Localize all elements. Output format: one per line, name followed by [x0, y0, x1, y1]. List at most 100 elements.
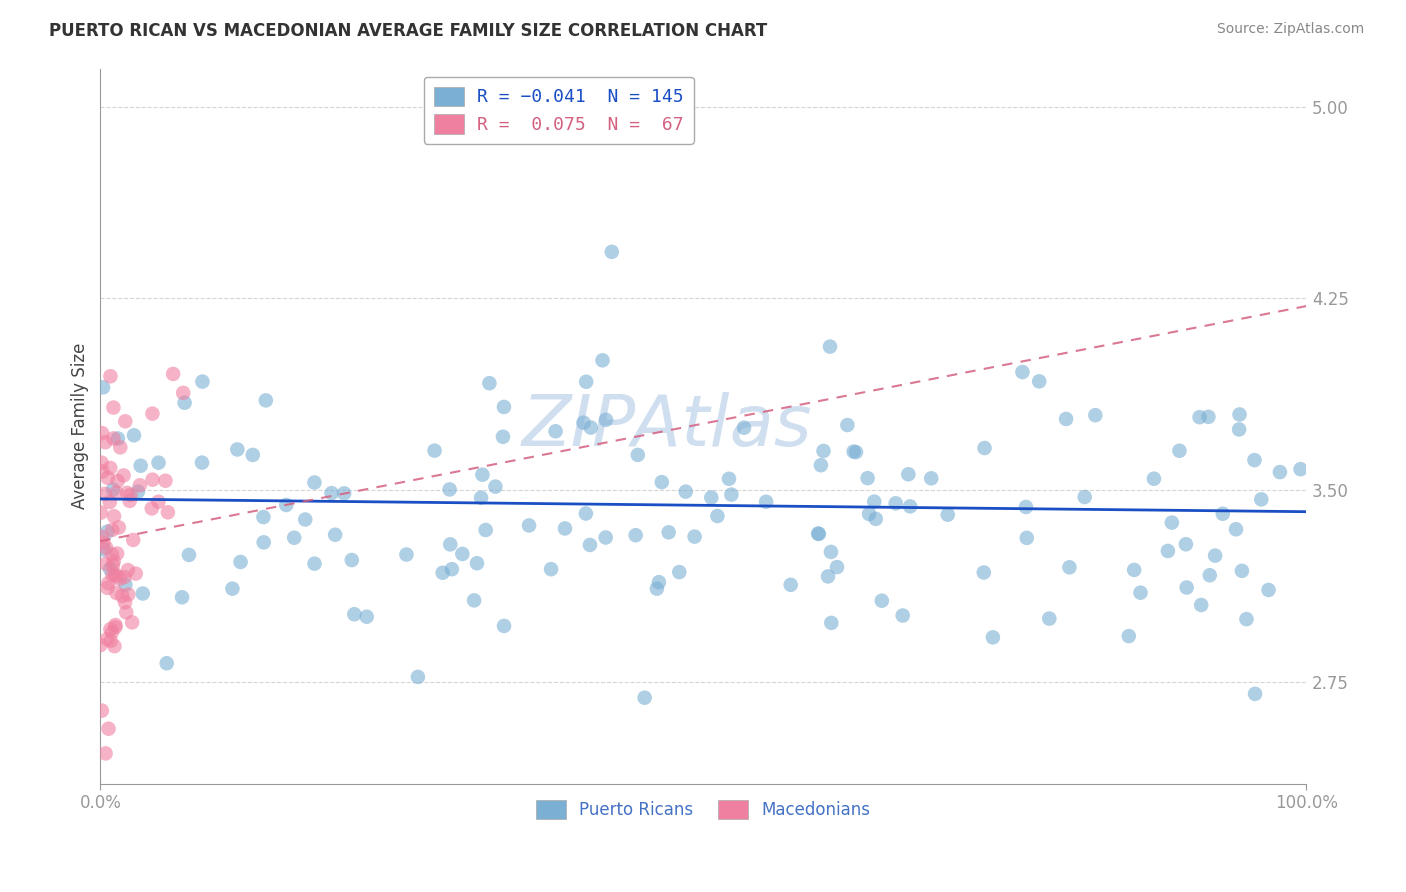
Point	[579, 538, 602, 552]
Point	[93, 487, 115, 501]
Point	[897, 467, 920, 482]
Point	[936, 508, 959, 522]
Point	[242, 448, 264, 462]
Text: ZIPAtlas: ZIPAtlas	[522, 392, 813, 460]
Point	[651, 475, 673, 490]
Point	[858, 507, 880, 521]
Point	[110, 440, 132, 454]
Point	[172, 385, 194, 400]
Point	[226, 442, 249, 457]
Point	[1227, 422, 1250, 436]
Point	[658, 525, 681, 540]
Point	[810, 458, 832, 473]
Point	[173, 395, 195, 409]
Point	[973, 441, 995, 455]
Point	[1174, 537, 1197, 551]
Point	[1123, 563, 1146, 577]
Point	[439, 483, 461, 497]
Point	[97, 722, 120, 736]
Point	[1129, 585, 1152, 599]
Point	[117, 587, 139, 601]
Point	[1268, 465, 1291, 479]
Point	[600, 244, 623, 259]
Point	[103, 639, 125, 653]
Point	[141, 473, 163, 487]
Point	[973, 566, 995, 580]
Point	[717, 472, 740, 486]
Point	[1038, 611, 1060, 625]
Point	[107, 432, 129, 446]
Point	[100, 634, 122, 648]
Point	[93, 542, 115, 557]
Point	[837, 417, 859, 432]
Point	[683, 530, 706, 544]
Point	[592, 353, 614, 368]
Point	[103, 554, 125, 568]
Point	[321, 486, 343, 500]
Point	[648, 575, 671, 590]
Point	[340, 553, 363, 567]
Point	[93, 536, 115, 550]
Point	[423, 443, 446, 458]
Legend: Puerto Ricans, Macedonians: Puerto Ricans, Macedonians	[529, 793, 877, 825]
Point	[114, 577, 136, 591]
Point	[96, 632, 118, 646]
Point	[91, 426, 114, 441]
Point	[107, 520, 129, 534]
Point	[1250, 492, 1272, 507]
Point	[323, 527, 346, 541]
Point	[129, 458, 152, 473]
Point	[96, 541, 118, 555]
Point	[94, 747, 117, 761]
Point	[101, 523, 124, 537]
Point	[94, 435, 117, 450]
Point	[779, 578, 801, 592]
Point	[1212, 507, 1234, 521]
Point	[624, 528, 647, 542]
Point	[97, 576, 120, 591]
Point	[720, 487, 742, 501]
Point	[253, 535, 276, 549]
Point	[98, 495, 121, 509]
Point	[1243, 453, 1265, 467]
Point	[1157, 544, 1180, 558]
Point	[118, 494, 141, 508]
Point	[101, 568, 124, 582]
Point	[595, 413, 617, 427]
Point	[1015, 531, 1038, 545]
Point	[90, 506, 112, 520]
Point	[484, 480, 506, 494]
Point	[107, 474, 129, 488]
Point	[333, 486, 356, 500]
Point	[105, 547, 128, 561]
Point	[112, 468, 135, 483]
Point	[575, 375, 598, 389]
Point	[1015, 500, 1038, 514]
Point	[633, 690, 655, 705]
Point	[221, 582, 243, 596]
Point	[91, 530, 114, 544]
Point	[101, 548, 124, 562]
Point	[668, 565, 690, 579]
Point	[755, 495, 778, 509]
Point	[148, 456, 170, 470]
Point	[1204, 549, 1226, 563]
Point	[120, 488, 142, 502]
Point	[825, 560, 848, 574]
Point	[981, 631, 1004, 645]
Point	[105, 485, 128, 500]
Point	[104, 618, 127, 632]
Point	[1059, 560, 1081, 574]
Point	[579, 420, 602, 434]
Point	[283, 531, 305, 545]
Point	[94, 557, 117, 571]
Point	[191, 375, 214, 389]
Point	[863, 494, 886, 508]
Point	[101, 483, 124, 497]
Point	[1236, 612, 1258, 626]
Point	[105, 586, 128, 600]
Point	[117, 563, 139, 577]
Point	[470, 491, 492, 505]
Point	[856, 471, 879, 485]
Point	[492, 400, 515, 414]
